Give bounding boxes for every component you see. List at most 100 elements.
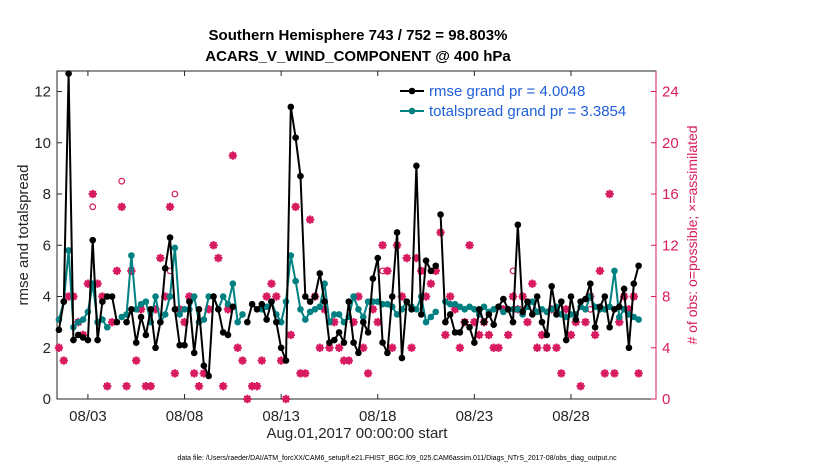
rmse-point xyxy=(94,336,101,344)
totalspread-point xyxy=(490,306,497,313)
rmse-point xyxy=(509,318,517,326)
rmse-point xyxy=(388,293,396,300)
rmse-point xyxy=(152,344,159,352)
rmse-point xyxy=(490,321,497,328)
obs-assimilated-marker xyxy=(363,369,373,378)
rmse-point xyxy=(65,70,72,77)
rmse-point xyxy=(417,311,425,318)
obs-assimilated-marker xyxy=(566,330,576,340)
rmse-point xyxy=(268,298,275,305)
rmse-point xyxy=(142,331,150,339)
chart-subtitle: ACARS_V_WIND_COMPONENT @ 400 hPa xyxy=(205,48,511,65)
rmse-point xyxy=(582,295,589,303)
rmse-point xyxy=(572,316,580,323)
obs-assimilated-marker xyxy=(590,330,600,340)
totalspread-point xyxy=(335,311,343,318)
rmse-point xyxy=(137,313,145,321)
obs-assimilated-marker xyxy=(194,381,204,391)
obs-assimilated-stroke xyxy=(316,344,324,352)
obs-assimilated-stroke xyxy=(113,267,121,275)
rmse-point xyxy=(70,336,77,344)
chart-title: Southern Hemisphere 743 / 752 = 98.803% xyxy=(209,27,508,44)
obs-assimilated-marker xyxy=(272,292,281,301)
obs-assimilated-stroke xyxy=(615,318,623,326)
y-axis-right: 0 4 8 12 16 20 24 xyxy=(651,71,679,408)
obs-assimilated-stroke xyxy=(98,292,107,301)
rmse-point xyxy=(99,298,106,305)
rmse-point xyxy=(190,349,198,357)
rmse-point xyxy=(456,329,464,336)
obs-assimilated-stroke xyxy=(253,382,261,390)
totalspread-point xyxy=(103,323,111,331)
totalspread-point xyxy=(422,318,430,326)
obs-assimilated-stroke xyxy=(137,305,145,314)
y-tick-label: 8 xyxy=(43,186,51,203)
obs-assimilated-stroke xyxy=(267,279,276,288)
obs-assimilated-marker xyxy=(209,241,218,250)
rmse-point xyxy=(89,236,97,244)
rmse-point xyxy=(297,172,304,180)
obs-assimilated-marker xyxy=(291,202,300,212)
totalspread-point xyxy=(277,318,285,326)
obs-assimilated-marker xyxy=(132,356,141,365)
obs-assimilated-stroke xyxy=(185,292,194,301)
x-tick-label: 08/18 xyxy=(359,408,397,425)
rmse-point xyxy=(461,318,469,326)
totalspread-point xyxy=(529,298,536,305)
rmse-point xyxy=(587,280,594,287)
obs-assimilated-stroke xyxy=(576,382,585,390)
totalspread-point xyxy=(205,293,212,300)
obs-assimilated-marker xyxy=(122,381,131,391)
obs-assimilated-marker xyxy=(127,266,136,276)
obs-assimilated-marker xyxy=(228,151,238,160)
obs-assimilated-stroke xyxy=(89,190,97,198)
x-axis: 08/03 08/08 08/13 08/18 08/23 08/28 xyxy=(69,71,590,425)
obs-assimilated-stroke xyxy=(229,151,237,160)
obs-assimilated-stroke xyxy=(422,292,430,301)
obs-assimilated-stroke xyxy=(103,382,111,390)
obs-assimilated-marker xyxy=(286,330,296,340)
rmse-point xyxy=(485,311,493,318)
totalspread-point xyxy=(306,308,314,316)
rmse-point xyxy=(635,262,642,270)
obs-assimilated-marker xyxy=(330,317,339,327)
obs-assimilated-marker xyxy=(88,189,97,199)
rmse-point xyxy=(108,293,116,300)
obs-count-markers xyxy=(54,151,643,404)
obs-assimilated-stroke xyxy=(485,331,493,339)
totalspread-point xyxy=(190,293,198,300)
rmse-point xyxy=(567,293,575,300)
y-tick-label: 2 xyxy=(43,340,51,357)
totalspread-point xyxy=(611,267,618,275)
rmse-point xyxy=(210,293,217,300)
obs-assimilated-stroke xyxy=(610,369,619,378)
obs-assimilated-stroke xyxy=(601,369,609,378)
obs-assimilated-stroke xyxy=(543,344,551,352)
rmse-point xyxy=(306,298,314,305)
totalspread-point xyxy=(297,306,304,313)
rmse-point xyxy=(427,267,435,275)
obs-assimilated-marker xyxy=(344,356,353,365)
rmse-point xyxy=(113,318,121,326)
totalspread-point xyxy=(311,306,319,313)
rmse-point xyxy=(374,254,382,262)
rmse-point xyxy=(55,326,63,334)
obs-assimilated-marker xyxy=(301,369,310,378)
rmse-point xyxy=(446,311,454,318)
totalspread-point xyxy=(118,313,126,321)
obs-assimilated-marker xyxy=(494,343,503,352)
rmse-point xyxy=(529,311,536,318)
obs-assimilated-stroke xyxy=(441,331,450,339)
rmse-point xyxy=(311,293,319,300)
obs-assimilated-stroke xyxy=(209,241,218,249)
obs-assimilated-stroke xyxy=(374,318,382,326)
obs-assimilated-marker xyxy=(103,381,112,391)
rmse-point xyxy=(442,318,449,326)
obs-assimilated-marker xyxy=(426,279,436,288)
rmse-point xyxy=(248,300,256,308)
rmse-point xyxy=(577,298,584,305)
rmse-point xyxy=(244,318,251,326)
totalspread-point xyxy=(239,311,246,318)
obs-assimilated-stroke xyxy=(306,215,314,224)
obs-assimilated-marker xyxy=(325,343,334,352)
